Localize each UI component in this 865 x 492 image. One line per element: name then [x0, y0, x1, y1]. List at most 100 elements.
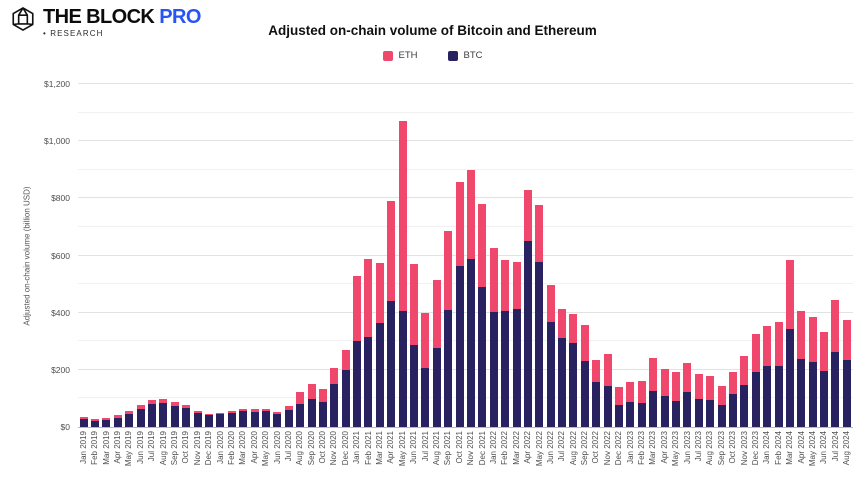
bar-oct-2020[interactable]: [318, 389, 327, 427]
btc-segment: [364, 336, 373, 427]
bar-apr-2022[interactable]: [523, 190, 532, 427]
bar-jan-2022[interactable]: [489, 248, 498, 427]
bar-apr-2023[interactable]: [660, 368, 669, 427]
bar-apr-2024[interactable]: [797, 310, 806, 427]
bar-dec-2023[interactable]: [751, 334, 760, 427]
btc-segment: [660, 395, 669, 427]
x-axis-label: May 2024: [807, 431, 817, 467]
bar-sep-2021[interactable]: [444, 231, 453, 427]
bar-mar-2019[interactable]: [102, 418, 111, 427]
bar-mar-2022[interactable]: [512, 261, 521, 427]
bar-dec-2019[interactable]: [204, 413, 213, 427]
bar-slot: [443, 231, 454, 427]
legend-item-btc[interactable]: BTC: [447, 50, 483, 61]
x-axis-label: Nov 2020: [329, 431, 339, 466]
bar-nov-2020[interactable]: [330, 368, 339, 427]
bar-slot: [636, 381, 647, 427]
eth-segment: [318, 389, 327, 402]
x-label-cell: Jul 2023: [693, 431, 704, 466]
x-label-cell: Mar 2023: [648, 431, 659, 466]
bar-jan-2020[interactable]: [216, 412, 225, 427]
x-label-cell: Jan 2020: [215, 431, 226, 466]
bar-nov-2023[interactable]: [740, 355, 749, 427]
bar-sep-2022[interactable]: [580, 324, 589, 427]
eth-segment: [421, 312, 430, 369]
bar-apr-2020[interactable]: [250, 409, 259, 427]
bar-mar-2020[interactable]: [239, 408, 248, 427]
bar-may-2024[interactable]: [808, 316, 817, 427]
bar-oct-2022[interactable]: [592, 360, 601, 427]
bar-oct-2023[interactable]: [728, 372, 737, 427]
bar-jul-2024[interactable]: [831, 300, 840, 427]
bar-may-2021[interactable]: [398, 121, 407, 427]
bar-mar-2021[interactable]: [375, 262, 384, 427]
btc-segment: [728, 393, 737, 427]
the-block-logo[interactable]: THE BLOCK PRO • RESEARCH: [10, 6, 201, 38]
legend-item-eth[interactable]: ETH: [382, 50, 418, 61]
bar-jul-2019[interactable]: [148, 400, 157, 427]
bar-mar-2023[interactable]: [649, 358, 658, 427]
bar-jun-2020[interactable]: [273, 411, 282, 427]
bar-jun-2024[interactable]: [820, 331, 829, 427]
bar-aug-2020[interactable]: [296, 392, 305, 427]
bar-may-2022[interactable]: [535, 204, 544, 427]
bar-feb-2021[interactable]: [364, 258, 373, 427]
bar-feb-2019[interactable]: [91, 419, 100, 427]
bar-dec-2020[interactable]: [341, 349, 350, 427]
gridline-100: [78, 397, 853, 399]
bar-jul-2022[interactable]: [558, 308, 567, 427]
bar-aug-2021[interactable]: [432, 280, 441, 427]
logo-pro-badge: PRO: [159, 6, 201, 28]
bar-slot: [237, 408, 248, 427]
bar-jul-2023[interactable]: [694, 374, 703, 427]
bar-jun-2021[interactable]: [410, 264, 419, 427]
bar-feb-2024[interactable]: [774, 321, 783, 427]
bar-apr-2019[interactable]: [113, 415, 122, 427]
x-axis-label: Sep 2019: [170, 431, 180, 466]
eth-segment: [626, 381, 635, 403]
bar-jan-2019[interactable]: [79, 417, 88, 427]
bar-sep-2019[interactable]: [170, 402, 179, 427]
bar-jun-2023[interactable]: [683, 363, 692, 427]
bar-dec-2022[interactable]: [615, 386, 624, 427]
bar-mar-2024[interactable]: [785, 259, 794, 427]
x-label-cell: Dec 2019: [203, 431, 214, 466]
legend-label: ETH: [398, 50, 418, 61]
bar-feb-2020[interactable]: [227, 411, 236, 427]
bar-nov-2022[interactable]: [603, 353, 612, 427]
bar-feb-2023[interactable]: [637, 381, 646, 427]
bar-aug-2024[interactable]: [842, 319, 851, 427]
bar-feb-2022[interactable]: [501, 260, 510, 427]
bar-jul-2021[interactable]: [421, 312, 430, 427]
bar-oct-2019[interactable]: [182, 405, 191, 427]
bar-aug-2023[interactable]: [706, 375, 715, 427]
bar-jul-2020[interactable]: [284, 406, 293, 427]
bar-jun-2019[interactable]: [136, 405, 145, 427]
bar-sep-2020[interactable]: [307, 383, 316, 427]
x-label-cell: Jun 2023: [682, 431, 693, 466]
btc-segment: [284, 410, 293, 427]
bar-slot: [477, 204, 488, 427]
bar-nov-2019[interactable]: [193, 411, 202, 427]
bar-slot: [591, 360, 602, 427]
x-label-cell: May 2022: [534, 431, 545, 466]
bar-aug-2019[interactable]: [159, 398, 168, 427]
bar-jun-2022[interactable]: [546, 285, 555, 427]
bar-jan-2024[interactable]: [763, 325, 772, 427]
bar-nov-2021[interactable]: [466, 170, 475, 427]
eth-segment: [364, 258, 373, 337]
btc-segment: [558, 337, 567, 427]
bar-may-2019[interactable]: [125, 411, 134, 427]
bar-may-2020[interactable]: [261, 408, 270, 427]
btc-segment: [296, 404, 305, 427]
bar-oct-2021[interactable]: [455, 182, 464, 427]
btc-segment: [204, 415, 213, 427]
bar-aug-2022[interactable]: [569, 314, 578, 427]
bar-jan-2023[interactable]: [626, 381, 635, 427]
bar-dec-2021[interactable]: [478, 204, 487, 427]
bar-apr-2021[interactable]: [387, 200, 396, 427]
bar-may-2023[interactable]: [672, 372, 680, 427]
x-label-cell: Oct 2019: [181, 431, 192, 466]
bar-sep-2023[interactable]: [717, 385, 726, 427]
bar-jan-2021[interactable]: [353, 276, 362, 427]
